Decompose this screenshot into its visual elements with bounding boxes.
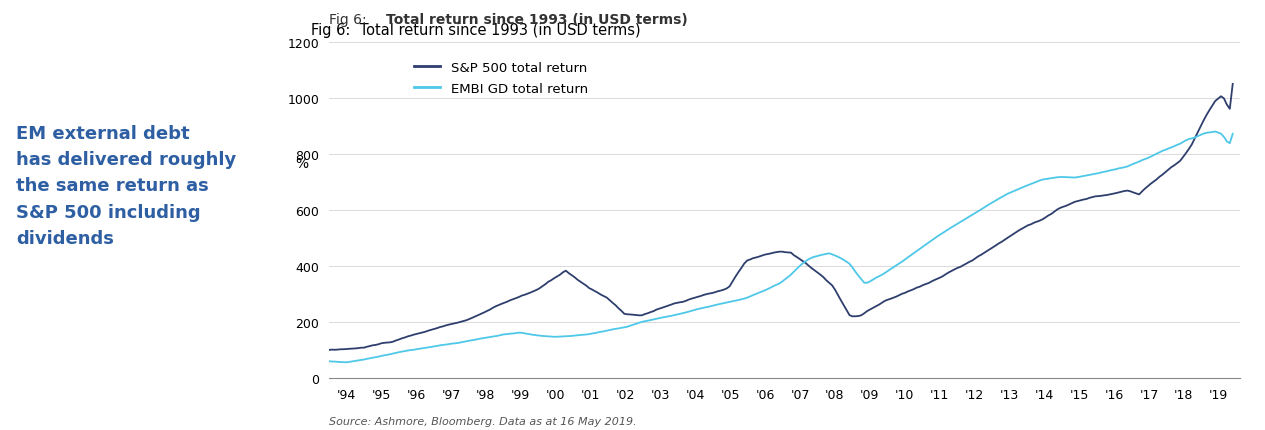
Text: Fig 6:  Total return since 1993 (in USD terms): Fig 6: Total return since 1993 (in USD t… <box>311 23 640 38</box>
EMBI GD total return <box>716 301 731 306</box>
EMBI GD total return <box>571 333 586 338</box>
S&P 500 total return <box>751 255 767 260</box>
EMBI GD total return <box>754 289 769 295</box>
EMBI GD total return <box>608 326 624 332</box>
Line: S&P 500 total return: S&P 500 total return <box>329 85 1232 350</box>
Y-axis label: %: % <box>295 157 309 170</box>
Text: EM external debt
has delivered roughly
the same return as
S&P 500 including
divi: EM external debt has delivered roughly t… <box>15 124 237 248</box>
S&P 500 total return <box>605 301 620 306</box>
EMBI GD total return <box>339 360 354 365</box>
EMBI GD total return <box>426 344 441 349</box>
Text: Source: Ashmore, Bloomberg. Data as at 16 May 2019.: Source: Ashmore, Bloomberg. Data as at 1… <box>329 416 636 426</box>
S&P 500 total return <box>321 347 336 353</box>
S&P 500 total return <box>713 288 729 293</box>
EMBI GD total return <box>1225 132 1240 137</box>
Line: EMBI GD total return: EMBI GD total return <box>329 132 1232 362</box>
EMBI GD total return <box>321 359 336 364</box>
Legend: S&P 500 total return, EMBI GD total return: S&P 500 total return, EMBI GD total retu… <box>409 56 593 101</box>
EMBI GD total return <box>1208 130 1223 135</box>
S&P 500 total return <box>1225 82 1240 87</box>
Text: Fig 6:: Fig 6: <box>329 13 371 27</box>
EMBI GD total return <box>1152 150 1168 156</box>
S&P 500 total return <box>424 327 439 332</box>
S&P 500 total return <box>567 275 582 280</box>
S&P 500 total return <box>1149 177 1164 182</box>
Text: Total return since 1993 (in USD terms): Total return since 1993 (in USD terms) <box>386 13 688 27</box>
